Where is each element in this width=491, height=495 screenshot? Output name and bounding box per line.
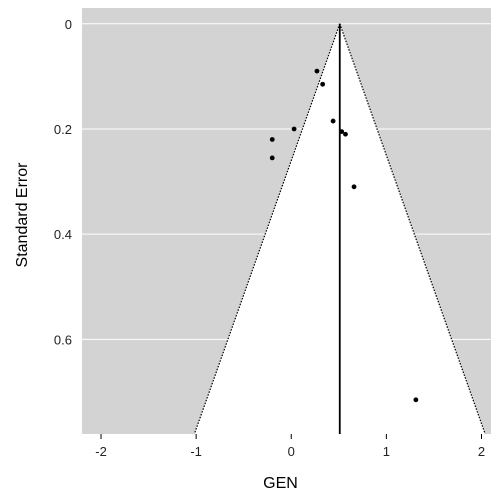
x-tick-label-0: -2 bbox=[95, 444, 107, 459]
data-point-9 bbox=[413, 397, 419, 403]
funnel-left-edge bbox=[193, 23, 341, 435]
funnel-right-edge bbox=[339, 23, 486, 435]
y-tick-label-0: 0 bbox=[65, 17, 72, 32]
data-point-0 bbox=[314, 68, 320, 74]
x-tick-label-2: 0 bbox=[288, 444, 295, 459]
data-point-4 bbox=[343, 131, 348, 137]
y-tick-label-3: 0.6 bbox=[54, 332, 72, 347]
y-axis: 0 0.2 0.4 0.6 bbox=[54, 17, 72, 348]
data-point-1 bbox=[320, 81, 326, 87]
y-tick-label-1: 0.2 bbox=[54, 122, 72, 137]
data-point-7 bbox=[269, 155, 275, 161]
data-point-8 bbox=[351, 184, 357, 190]
data-points bbox=[269, 68, 419, 403]
x-tick-label-3: 1 bbox=[383, 444, 390, 459]
x-axis-title: GEN bbox=[263, 475, 298, 492]
data-point-2 bbox=[330, 118, 336, 124]
x-tick-label-4: 2 bbox=[478, 444, 485, 459]
x-tick-label-1: -1 bbox=[190, 444, 202, 459]
data-point-6 bbox=[269, 137, 275, 142]
data-point-5 bbox=[291, 126, 297, 132]
data-point-3 bbox=[339, 129, 345, 134]
y-axis-title: Standard Error bbox=[14, 162, 31, 268]
y-tick-label-2: 0.4 bbox=[54, 227, 72, 242]
x-axis: -2 -1 0 1 2 bbox=[95, 434, 485, 459]
